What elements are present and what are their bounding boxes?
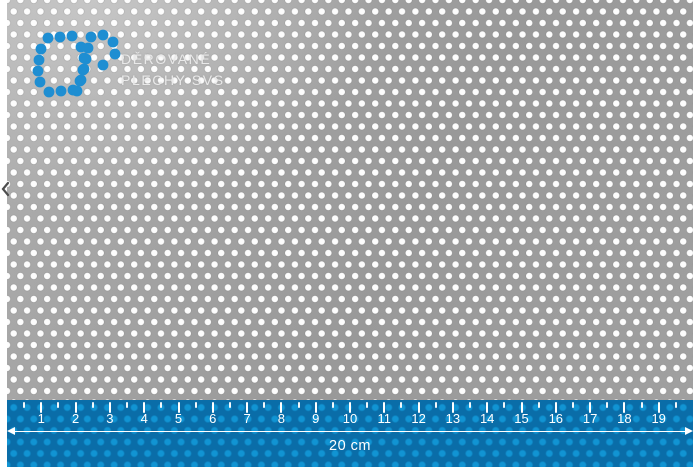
ruler-tick-minor	[571, 402, 574, 408]
ruler-number: 2	[71, 411, 80, 426]
logo-text-line1: DĚROVANÉ	[121, 51, 212, 67]
ruler-band: 1 2 3 4 5 6 7 8 9 10 11 12 13 14 15 16 17 18 19 20 cm	[7, 400, 693, 467]
ruler-number: 11	[377, 411, 392, 426]
ruler-tick-minor	[57, 402, 60, 408]
ruler-tick-major	[417, 402, 420, 413]
ruler-tick-minor	[366, 402, 369, 408]
ruler-number: 10	[342, 411, 358, 426]
ruler-tick-major	[657, 402, 660, 413]
ruler-tick-major	[383, 402, 386, 413]
ruler-tick-major	[520, 402, 523, 413]
arrow-right-icon	[685, 426, 693, 435]
ruler-tick-minor	[400, 402, 403, 408]
ruler-tick-major	[349, 402, 351, 413]
ruler-number: 5	[174, 411, 183, 426]
perforated-sheet	[7, 0, 693, 400]
ruler-tick-major	[211, 402, 214, 413]
ruler-tick-major	[623, 402, 626, 413]
ruler-tick-minor	[126, 402, 129, 408]
ruler-tick-major	[451, 402, 454, 413]
ruler-tick-minor	[91, 402, 94, 408]
ruler-tick-minor	[537, 402, 540, 408]
arrow-left-icon	[7, 426, 15, 435]
ruler-tick-major	[589, 402, 592, 413]
ruler-tick-major	[486, 402, 489, 413]
ruler-tick-major	[554, 402, 557, 413]
ruler-tick-minor	[640, 402, 643, 408]
ruler-tick-minor	[194, 402, 197, 408]
carousel-prev-icon[interactable]	[0, 181, 10, 197]
ruler-number: 8	[277, 411, 286, 426]
ruler-number: 9	[312, 411, 320, 426]
ruler-tick-minor	[331, 402, 334, 408]
ruler-tick-major	[177, 402, 180, 413]
ruler-tick-minor	[23, 402, 26, 408]
ruler-tick-major	[246, 402, 249, 413]
ruler-tick-minor	[297, 402, 300, 408]
ruler-unit-label: 20 cm	[329, 438, 371, 454]
ruler-tick-minor	[228, 402, 231, 408]
ruler-tick-minor	[469, 402, 472, 408]
ruler-tick-minor	[503, 402, 506, 408]
ruler-tick-major	[40, 402, 43, 413]
ruler-number: 13	[445, 411, 461, 426]
ruler-tick-major	[108, 402, 111, 413]
ruler-tick-major	[314, 402, 317, 413]
ruler-number: 6	[209, 411, 217, 426]
ruler-number: 16	[548, 411, 564, 426]
ruler-number: 17	[582, 411, 598, 426]
ruler-tick-major	[74, 402, 77, 413]
dp-logo-wordmark: DĚROVANÉ PLECHY SVS	[121, 49, 225, 91]
ruler-number: 1	[37, 411, 45, 426]
ruler-arrow-line	[7, 426, 693, 435]
ruler-tick-minor	[160, 402, 163, 408]
ruler-tick-major	[143, 402, 146, 413]
ruler-number: 15	[514, 411, 529, 426]
ruler-number: 14	[479, 411, 495, 426]
ruler-number: 3	[106, 411, 114, 426]
ruler-number: 18	[617, 411, 632, 426]
ruler-tick-minor	[263, 402, 266, 408]
product-photo[interactable]: 1 2 3 4 5 6 7 8 9 10 11 12 13 14 15 16 17 18 19 20 cm	[7, 0, 693, 467]
ruler-tick-minor	[606, 402, 609, 408]
ruler-number: 19	[651, 411, 666, 426]
ruler-number: 4	[140, 411, 148, 426]
ruler-number: 12	[411, 411, 426, 426]
ruler-tick-minor	[674, 402, 677, 408]
ruler-tick-major	[280, 402, 283, 413]
ruler-number: 7	[243, 411, 251, 426]
logo-text-line2: PLECHY SVS	[121, 72, 225, 88]
ruler-tick-minor	[434, 402, 437, 408]
